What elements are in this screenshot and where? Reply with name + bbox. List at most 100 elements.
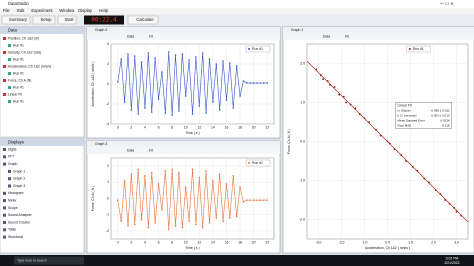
data-point <box>212 101 214 103</box>
data-point <box>127 53 129 55</box>
y-tick-label: -2 <box>106 229 109 233</box>
data-item[interactable]: Force, Ch A (N) <box>8 78 31 82</box>
toolbar-button-label: Setup <box>41 17 53 22</box>
data-item[interactable]: Position, Ch 1&2 (m) <box>8 36 39 40</box>
data-item[interactable]: Run #1 <box>13 99 24 103</box>
calculate-button[interactable] <box>127 15 159 25</box>
toolbar-button[interactable] <box>1 15 31 25</box>
x-tick-label: 22 <box>265 125 269 129</box>
display-item[interactable]: Sound Creator <box>8 220 31 224</box>
y-tick-label: -4 <box>106 122 109 126</box>
display-item[interactable]: Meter <box>8 198 18 202</box>
data-item[interactable]: Run #1 <box>13 85 24 89</box>
data-point <box>315 68 318 71</box>
graph-tool[interactable]: Fit <box>149 34 153 38</box>
data-point <box>144 175 146 177</box>
legend-box <box>406 45 431 53</box>
graph-title-bar <box>283 27 474 33</box>
data-point <box>453 206 456 209</box>
toolbar-button-label: Start <box>65 17 75 22</box>
x-tick-label: 10 <box>184 240 188 244</box>
tree-icon <box>8 58 11 61</box>
graph-tool[interactable]: Fit <box>149 148 153 152</box>
x-tick-label: 0.0 <box>385 240 390 244</box>
menu-item[interactable]: Experiment <box>31 8 53 13</box>
display-item[interactable]: Workbook <box>8 235 24 239</box>
data-point <box>386 140 389 143</box>
search-box[interactable] <box>14 256 84 265</box>
x-axis-label: Time ( s ) <box>185 131 199 135</box>
x-tick-label: -2.0 <box>339 240 345 244</box>
display-item[interactable]: Graph 2 <box>13 177 25 181</box>
data-item[interactable]: Acceleration, Ch 1&2 (m/s/s) <box>8 64 51 68</box>
display-item[interactable]: Digits <box>8 147 17 151</box>
x-tick-label: 22 <box>265 240 269 244</box>
display-item[interactable]: Scope <box>8 206 18 210</box>
graph-tool[interactable]: Data <box>127 34 134 38</box>
y-axis-label: Force, Ch A ( N ) <box>287 129 291 154</box>
data-point <box>137 113 139 115</box>
data-point <box>167 51 170 53</box>
data-point <box>150 111 153 113</box>
data-point <box>345 101 347 104</box>
menu-item[interactable]: Edit <box>17 8 25 13</box>
window-controls[interactable]: — ☐ ✕ <box>440 1 454 6</box>
toolbar-button[interactable] <box>32 15 56 25</box>
data-point <box>225 183 228 185</box>
data-point <box>120 220 122 222</box>
data-point <box>375 128 377 131</box>
data-point <box>439 193 442 196</box>
display-item[interactable]: FFT <box>8 155 14 159</box>
y-tick-label: 0 <box>107 82 109 86</box>
display-item[interactable]: Table <box>8 228 16 232</box>
data-point <box>137 168 139 171</box>
x-tick-label: 6 <box>158 240 160 244</box>
menu-item[interactable]: Window <box>59 8 75 13</box>
x-axis-label: Time ( s ) <box>185 246 199 250</box>
display-item[interactable]: Graph 3 <box>13 184 25 188</box>
tree-icon <box>8 177 11 181</box>
graph-tool[interactable]: Data <box>323 34 330 38</box>
data-point <box>171 168 173 171</box>
data-point <box>212 179 214 182</box>
graph-title: Graph 3 <box>95 142 107 146</box>
graph-title-bar <box>87 141 280 147</box>
graph-toolbar <box>87 147 280 154</box>
data-item[interactable]: Run #1 <box>13 57 24 61</box>
toolbar-button[interactable] <box>57 15 77 25</box>
data-point <box>116 199 119 201</box>
display-item[interactable]: Graph <box>8 162 18 166</box>
display-item[interactable]: Sound Analyzer <box>8 213 33 217</box>
menu-item[interactable]: File <box>3 8 10 13</box>
data-item[interactable]: Velocity, Ch 1&2 (m/s) <box>8 50 41 54</box>
data-item[interactable]: Run #1 <box>13 43 24 47</box>
display-item[interactable]: Histogram <box>8 191 24 195</box>
data-point <box>235 215 238 218</box>
menu-item[interactable]: Display <box>78 8 93 13</box>
tree-icon <box>8 184 11 188</box>
graph-tool[interactable]: Data <box>127 148 134 152</box>
calculate-label: Calculate <box>136 17 154 22</box>
data-point <box>259 199 262 201</box>
y-tick-label: -2.0 <box>299 217 305 221</box>
y-axis-label: Acceleration, Ch 1&2 ( m/s/s ) <box>91 61 95 106</box>
data-point <box>133 55 136 57</box>
y-tick-label: 0.0 <box>300 139 305 143</box>
data-point <box>263 82 265 84</box>
x-tick-label: -3.0 <box>316 240 322 244</box>
data-item[interactable]: Linear Fit <box>8 92 22 96</box>
data-point <box>201 226 204 229</box>
x-tick-label: 18 <box>238 125 242 129</box>
menu-item[interactable]: Help <box>99 8 108 13</box>
tree-icon <box>8 72 11 75</box>
data-panel-header <box>0 27 84 34</box>
data-panel-title: Data <box>8 28 18 33</box>
data-item[interactable]: Run #1 <box>13 71 24 75</box>
display-item[interactable]: Graph 1 <box>13 169 25 173</box>
data-point <box>393 148 396 151</box>
data-point <box>411 165 414 168</box>
displays-panel-header <box>0 139 84 146</box>
graph-tool[interactable]: Fit <box>345 34 349 38</box>
data-point <box>198 105 201 107</box>
x-tick-label: 1.0 <box>408 240 413 244</box>
